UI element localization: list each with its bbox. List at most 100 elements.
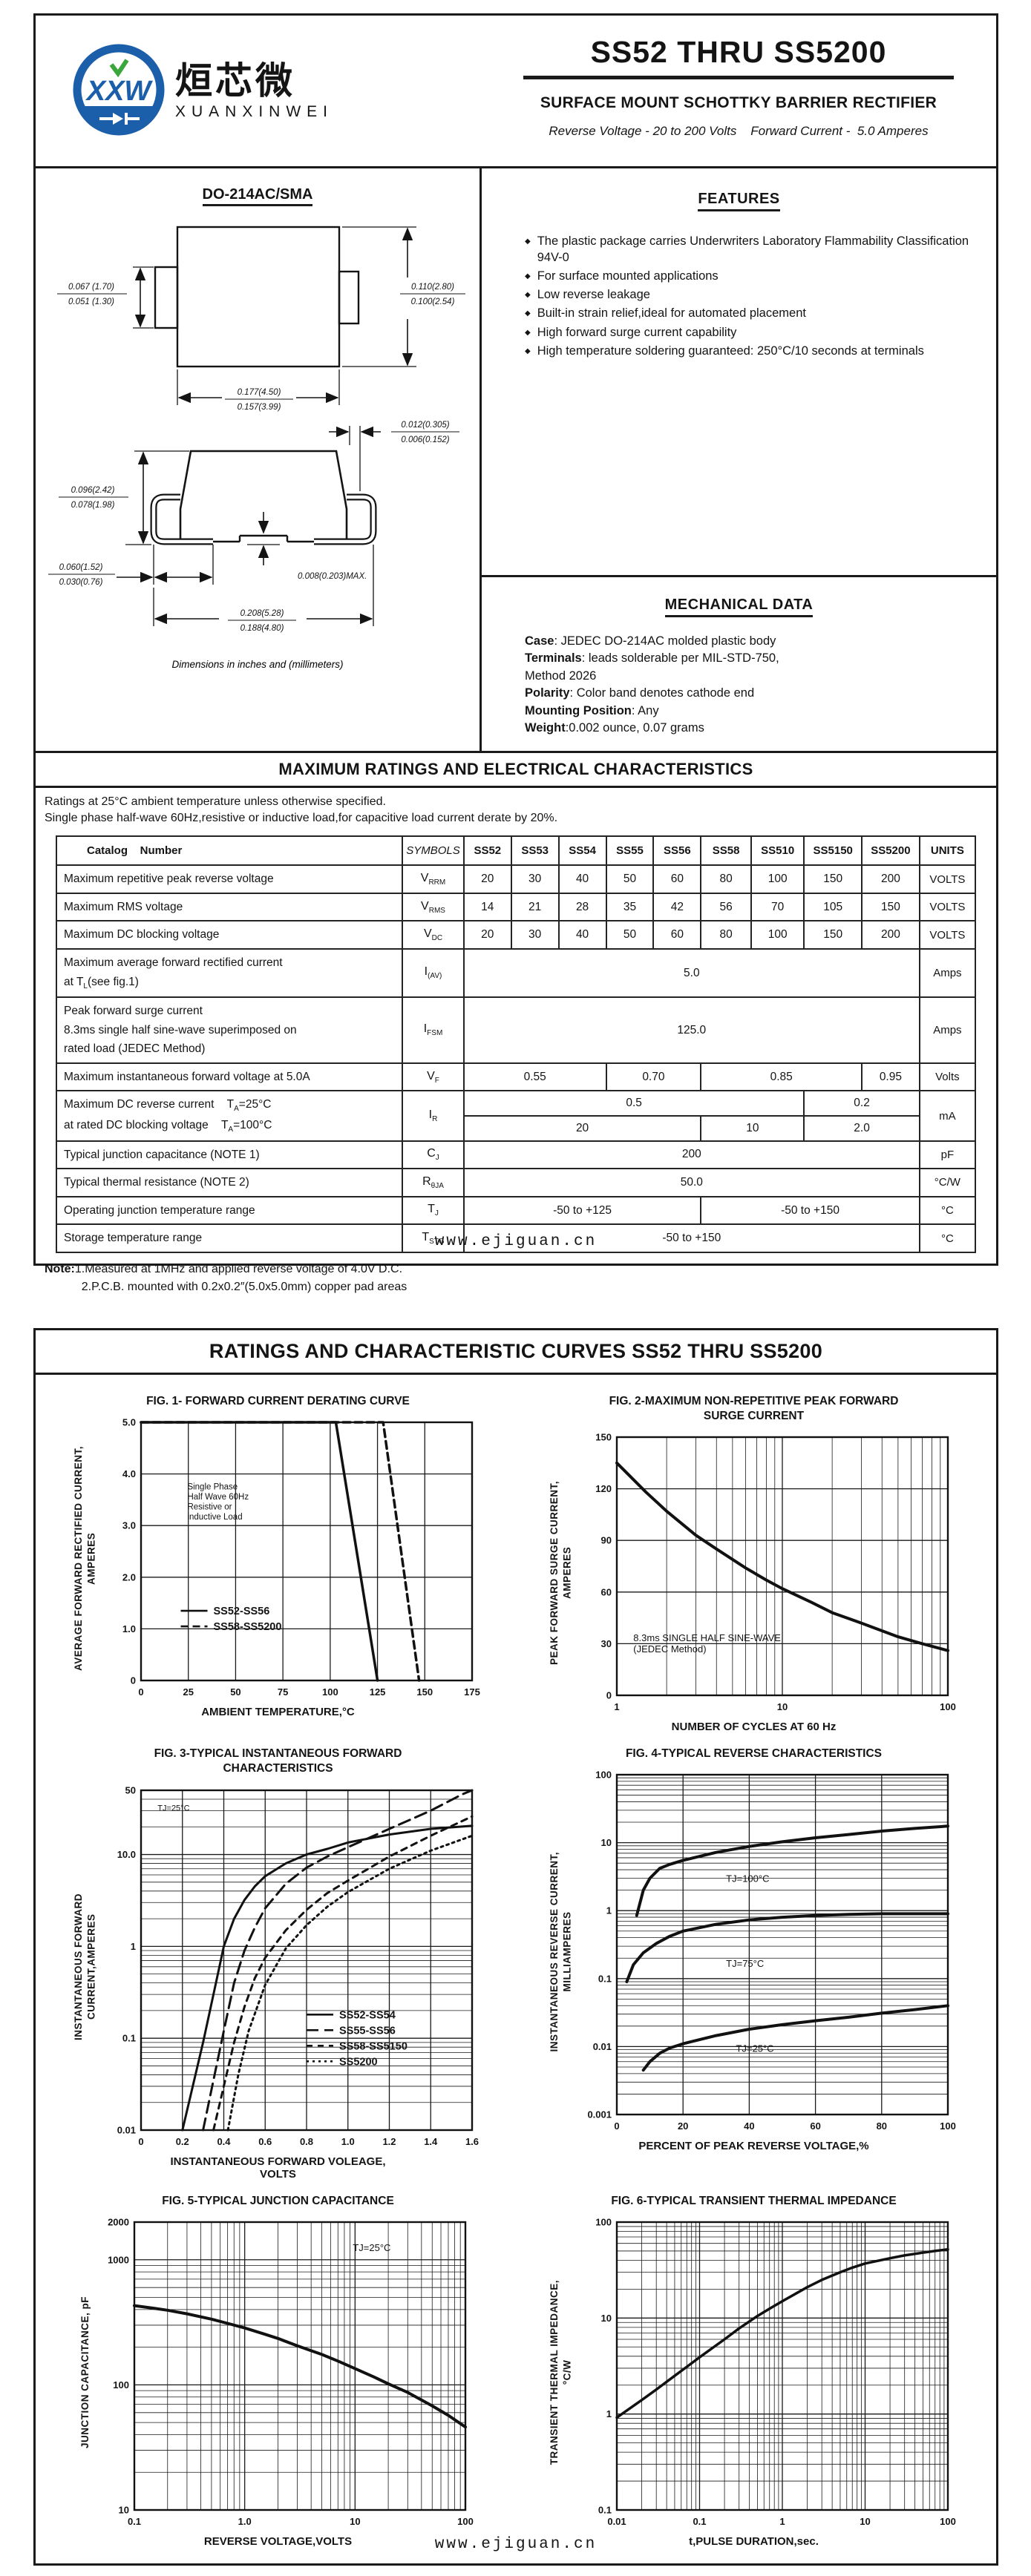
figure-2-ylabel: PEAK FORWARD SURGE CURRENT, AMPERES: [548, 1481, 573, 1666]
unit-cell: mA: [918, 1090, 977, 1142]
dim-body-height: 0.110(2.80): [411, 283, 454, 292]
mechanical-line: Method 2026: [525, 668, 597, 683]
col-header: SS5150: [803, 835, 863, 867]
svg-text:5.0: 5.0: [122, 1417, 136, 1428]
figure-3-chart: 0 0.2 0.4 0.6 0.8 1.0 1.2 1.4 1.6 0.01 0.1 1 10.0 50 S…: [117, 1784, 479, 2147]
dim-standoff: 0.008(0.203)MAX.: [298, 572, 367, 581]
symbol-cell: TSTG: [402, 1223, 465, 1253]
ratings-note-2: Single phase half-wave 60Hz,resistive or…: [45, 811, 558, 824]
svg-text:0: 0: [138, 2136, 143, 2147]
package-drawing-section: DO-214AC/SMA: [36, 168, 480, 751]
package-outline-drawing: 0.067 (1.70) 0.051 (1.30) 0.110(2.80) 0.…: [48, 226, 465, 670]
svg-text:60: 60: [810, 2120, 820, 2132]
figure-5-xlabel: REVERSE VOLTAGE,VOLTS: [203, 2534, 353, 2548]
diamond-bullet-icon: ◆: [525, 309, 531, 318]
title-rule: [523, 76, 954, 79]
svg-text:90: 90: [601, 1535, 612, 1546]
symbol-cell: I(AV): [402, 947, 465, 999]
svg-text:4.0: 4.0: [122, 1468, 136, 1479]
feature-text: For surface mounted applications: [537, 269, 719, 283]
svg-text:0.051 (1.30): 0.051 (1.30): [68, 298, 114, 306]
svg-text:10: 10: [350, 2516, 360, 2527]
col-header: SS52: [462, 835, 512, 867]
svg-text:100: 100: [457, 2516, 474, 2527]
svg-text:0.6: 0.6: [258, 2136, 272, 2147]
svg-text:10.0: 10.0: [117, 1849, 136, 1860]
ratings-heading: MAXIMUM RATINGS AND ELECTRICAL CHARACTER…: [36, 753, 996, 788]
svg-text:0.100(2.54): 0.100(2.54): [411, 298, 455, 306]
svg-text:1: 1: [614, 1701, 619, 1712]
svg-text:0.001: 0.001: [588, 2109, 612, 2120]
value-cell: 40: [557, 920, 607, 950]
value-cell: 30: [510, 920, 560, 950]
figure-4-title: FIG. 4-TYPICAL REVERSE CHARACTERISTICS: [625, 1747, 883, 1761]
mechanical-line: Polarity: Color band denotes cathode end: [525, 686, 755, 700]
row-label: Maximum DC reverse current TA=25°C at rat…: [55, 1090, 404, 1142]
value-cell: 150: [803, 864, 863, 894]
svg-text:TJ=25°C: TJ=25°C: [736, 2043, 774, 2054]
svg-text:0.1: 0.1: [128, 2516, 141, 2527]
col-header: UNITS: [918, 835, 977, 867]
diamond-bullet-icon: ◆: [525, 272, 531, 281]
value-cell: 150: [803, 920, 863, 950]
col-header: SS54: [557, 835, 607, 867]
value-cell: 20: [462, 920, 512, 950]
value-cell: 21: [510, 892, 560, 922]
svg-text:0.1: 0.1: [598, 1974, 612, 1985]
svg-text:SS58-SS5150: SS58-SS5150: [339, 2040, 408, 2052]
value-cell: 0.5: [462, 1090, 805, 1117]
svg-text:0.1: 0.1: [122, 2032, 136, 2043]
svg-text:0.01: 0.01: [593, 2041, 612, 2052]
svg-text:100: 100: [595, 1770, 612, 1781]
feature-item: ◆ Built-in strain relief,ideal for automa…: [525, 305, 977, 321]
unit-cell: °C/W: [918, 1168, 977, 1197]
figure-1-ylabel: AVERAGE FORWARD RECTIFIED CURRENT, AMPER…: [72, 1445, 97, 1671]
value-cell: 14: [462, 892, 512, 922]
logo-monogram: XXW: [85, 76, 154, 107]
value-cell: 42: [652, 892, 702, 922]
website-footer: www.ejiguan.cn: [434, 2536, 598, 2553]
value-cell: 50: [605, 920, 655, 950]
value-cell: 100: [750, 920, 805, 950]
value-cell: 200: [861, 864, 920, 894]
svg-text:150: 150: [595, 1432, 612, 1443]
svg-text:0.006(0.152): 0.006(0.152): [401, 436, 449, 444]
svg-text:1000: 1000: [108, 2254, 129, 2265]
svg-text:10: 10: [119, 2504, 129, 2515]
col-header-symbols: SYMBOLS: [402, 835, 465, 867]
features-mechanical-column: FEATURES ◆ The plastic package carries Un…: [480, 168, 996, 751]
row-label: Maximum RMS voltage: [55, 892, 404, 922]
col-header-catalog: Catalog Number: [55, 835, 404, 867]
svg-text:3.0: 3.0: [122, 1520, 136, 1531]
svg-text:100: 100: [940, 1701, 956, 1712]
page-title: SS52 THRU SS5200: [590, 35, 887, 69]
svg-text:0.030(0.76): 0.030(0.76): [59, 578, 103, 587]
value-cell: 35: [605, 892, 655, 922]
svg-text:100: 100: [940, 2516, 956, 2527]
symbol-cell: VDC: [402, 920, 465, 950]
svg-text:0.2: 0.2: [176, 2136, 189, 2147]
svg-text:75: 75: [278, 1686, 288, 1698]
value-cell: 28: [557, 892, 607, 922]
svg-text:0.1: 0.1: [598, 2504, 612, 2515]
value-cell: 80: [700, 920, 752, 950]
value-cell: 56: [700, 892, 752, 922]
svg-text:125: 125: [370, 1686, 386, 1698]
row-label: Maximum repetitive peak reverse voltage: [55, 864, 404, 894]
value-cell: -50 to +125: [462, 1195, 702, 1226]
feature-text: The plastic package carries Underwriters…: [537, 234, 969, 265]
svg-text:1: 1: [779, 2516, 785, 2527]
mechanical-line: Terminals: leads solderable per MIL-STD-…: [525, 651, 779, 666]
col-header: SS56: [652, 835, 702, 867]
ratings-conditions: Ratings at 25°C ambient temperature unle…: [36, 788, 996, 835]
value-cell: -50 to +150: [462, 1223, 920, 1253]
col-header: SS55: [605, 835, 655, 867]
voltage-current-tagline: Reverse Voltage - 20 to 200 Volts Forwar…: [549, 124, 929, 138]
value-cell: 40: [557, 864, 607, 894]
value-cell: 150: [861, 892, 920, 922]
svg-text:10: 10: [601, 1838, 612, 1849]
svg-text:0: 0: [606, 1690, 612, 1701]
svg-text:100: 100: [322, 1686, 338, 1698]
